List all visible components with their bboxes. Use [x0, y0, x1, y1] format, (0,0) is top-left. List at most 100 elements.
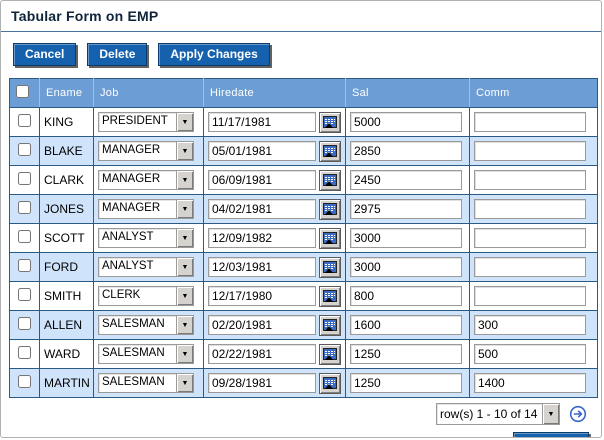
sal-cell	[345, 223, 470, 253]
select-row-checkbox[interactable]	[18, 172, 31, 185]
dropdown-arrow-icon[interactable]: ▼	[176, 316, 193, 334]
job-cell: PRESIDENT ▼	[93, 107, 204, 137]
dropdown-arrow-icon[interactable]: ▼	[176, 142, 193, 160]
dropdown-arrow-icon[interactable]: ▼	[176, 287, 193, 305]
next-page-button[interactable]	[569, 405, 587, 423]
job-select[interactable]: SALESMAN ▼	[98, 344, 194, 364]
job-cell: SALESMAN ▼	[93, 339, 204, 369]
comm-input[interactable]	[474, 199, 586, 219]
dropdown-arrow-icon[interactable]: ▼	[542, 404, 559, 424]
ename-cell: MARTIN	[39, 368, 94, 398]
comm-input[interactable]	[474, 315, 586, 335]
date-picker-button[interactable]	[319, 198, 341, 220]
add-row-button[interactable]: Add Row	[513, 432, 589, 437]
date-picker-button[interactable]	[319, 372, 341, 394]
comm-cell	[469, 310, 598, 340]
delete-button[interactable]: Delete	[87, 43, 148, 66]
calendar-icon	[323, 231, 337, 244]
date-picker-button[interactable]	[319, 343, 341, 365]
hiredate-input[interactable]	[208, 199, 316, 219]
sal-input[interactable]	[350, 373, 462, 393]
ename-cell: SMITH	[39, 281, 94, 311]
dropdown-arrow-icon[interactable]: ▼	[176, 113, 193, 131]
ename-cell: KING	[39, 107, 94, 137]
sal-input[interactable]	[350, 170, 462, 190]
hiredate-input[interactable]	[208, 315, 316, 335]
dropdown-arrow-icon[interactable]: ▼	[176, 200, 193, 218]
hiredate-input[interactable]	[208, 170, 316, 190]
hiredate-input[interactable]	[208, 373, 316, 393]
table-row: BLAKE MANAGER ▼	[9, 136, 598, 166]
select-row-checkbox[interactable]	[18, 114, 31, 127]
date-picker-button[interactable]	[319, 285, 341, 307]
hiredate-input[interactable]	[208, 112, 316, 132]
date-picker-button[interactable]	[319, 140, 341, 162]
comm-input[interactable]	[474, 257, 586, 277]
pagination-range-select[interactable]: row(s) 1 - 10 of 14 ▼	[436, 403, 560, 425]
dropdown-arrow-icon[interactable]: ▼	[176, 345, 193, 363]
job-select[interactable]: ANALYST ▼	[98, 228, 194, 248]
comm-input[interactable]	[474, 344, 586, 364]
date-picker-button[interactable]	[319, 314, 341, 336]
sal-input[interactable]	[350, 141, 462, 161]
job-select[interactable]: MANAGER ▼	[98, 170, 194, 190]
job-select[interactable]: MANAGER ▼	[98, 141, 194, 161]
toolbar: Cancel Delete Apply Changes	[1, 32, 601, 66]
calendar-icon	[323, 202, 337, 215]
hiredate-input[interactable]	[208, 286, 316, 306]
select-row-checkbox[interactable]	[18, 201, 31, 214]
hiredate-cell	[203, 339, 346, 369]
job-select[interactable]: SALESMAN ▼	[98, 315, 194, 335]
select-row-checkbox[interactable]	[18, 230, 31, 243]
select-row-checkbox[interactable]	[18, 317, 31, 330]
comm-input[interactable]	[474, 141, 586, 161]
apply-changes-button[interactable]: Apply Changes	[158, 43, 270, 66]
hiredate-input[interactable]	[208, 257, 316, 277]
dropdown-arrow-icon[interactable]: ▼	[176, 171, 193, 189]
select-row-checkbox[interactable]	[18, 375, 31, 388]
select-row-checkbox[interactable]	[18, 143, 31, 156]
job-select[interactable]: ANALYST ▼	[98, 257, 194, 277]
pagination-range-label: row(s) 1 - 10 of 14	[440, 407, 538, 421]
sal-input[interactable]	[350, 286, 462, 306]
cancel-button[interactable]: Cancel	[13, 43, 77, 66]
sal-cell	[345, 107, 470, 137]
dropdown-arrow-icon[interactable]: ▼	[176, 258, 193, 276]
select-all-checkbox[interactable]	[16, 85, 29, 98]
comm-input[interactable]	[474, 112, 586, 132]
comm-input[interactable]	[474, 286, 586, 306]
hiredate-input[interactable]	[208, 141, 316, 161]
hiredate-input[interactable]	[208, 228, 316, 248]
addrow-bar: Add Row	[1, 425, 601, 437]
job-select[interactable]: CLERK ▼	[98, 286, 194, 306]
select-row-checkbox[interactable]	[18, 288, 31, 301]
sal-input[interactable]	[350, 199, 462, 219]
title-bar: Tabular Form on EMP	[1, 1, 601, 32]
dropdown-arrow-icon[interactable]: ▼	[176, 229, 193, 247]
job-select[interactable]: MANAGER ▼	[98, 199, 194, 219]
job-select[interactable]: PRESIDENT ▼	[98, 112, 194, 132]
date-picker-button[interactable]	[319, 169, 341, 191]
calendar-icon	[323, 347, 337, 360]
select-row-checkbox[interactable]	[18, 259, 31, 272]
date-picker-button[interactable]	[319, 256, 341, 278]
column-header-ename: Ename	[39, 78, 94, 108]
sal-input[interactable]	[350, 228, 462, 248]
comm-cell	[469, 107, 598, 137]
comm-input[interactable]	[474, 170, 586, 190]
date-picker-button[interactable]	[319, 227, 341, 249]
date-picker-button[interactable]	[319, 111, 341, 133]
hiredate-cell	[203, 368, 346, 398]
sal-input[interactable]	[350, 315, 462, 335]
hiredate-input[interactable]	[208, 344, 316, 364]
select-row-checkbox[interactable]	[18, 346, 31, 359]
dropdown-arrow-icon[interactable]: ▼	[176, 374, 193, 392]
job-select[interactable]: SALESMAN ▼	[98, 373, 194, 393]
sal-input[interactable]	[350, 344, 462, 364]
job-select-value: SALESMAN	[102, 376, 165, 388]
comm-input[interactable]	[474, 228, 586, 248]
comm-input[interactable]	[474, 373, 586, 393]
sal-input[interactable]	[350, 257, 462, 277]
row-checkbox-cell	[9, 223, 40, 253]
sal-input[interactable]	[350, 112, 462, 132]
